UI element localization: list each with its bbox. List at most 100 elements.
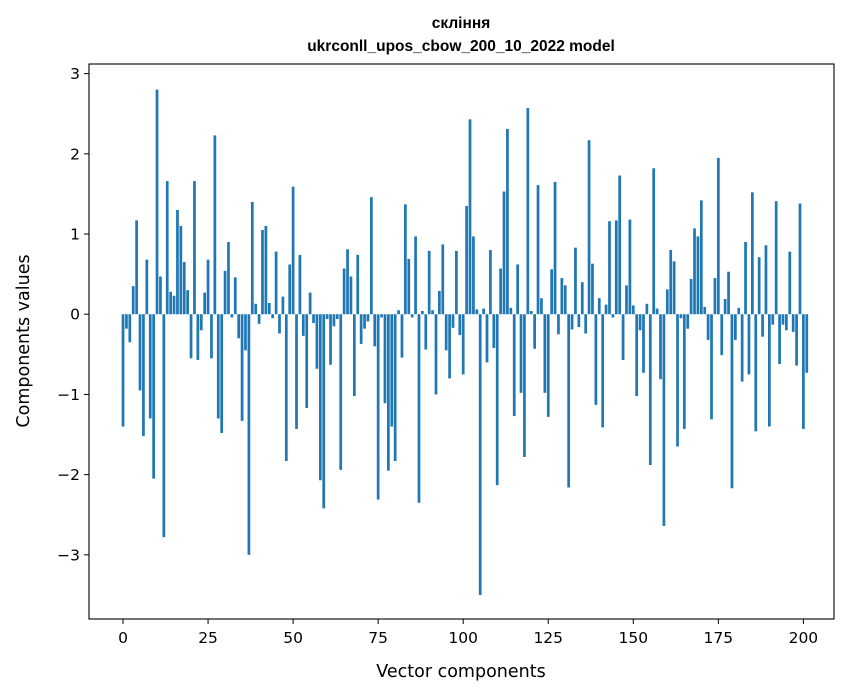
- bar-component-57: [315, 314, 319, 369]
- bar-component-182: [740, 314, 744, 382]
- bar-component-123: [540, 298, 543, 315]
- bar-component-184: [747, 314, 751, 375]
- bar-component-121: [533, 314, 536, 349]
- bar-component-103: [472, 236, 475, 315]
- bar-component-48: [284, 314, 288, 461]
- bar-component-130: [563, 285, 567, 315]
- bar-component-71: [363, 314, 366, 329]
- x-tick-label: 150: [618, 629, 648, 647]
- bar-component-55: [308, 292, 312, 315]
- bar-component-10: [155, 89, 159, 315]
- bar-component-177: [723, 298, 727, 315]
- bar-component-153: [642, 314, 645, 373]
- bar-component-37: [247, 314, 251, 555]
- bar-component-41: [261, 230, 264, 315]
- bar-component-176: [720, 314, 724, 356]
- bar-component-32: [230, 314, 234, 318]
- bar-component-132: [570, 314, 574, 330]
- x-tick-label: 75: [368, 629, 388, 647]
- bar-component-72: [366, 314, 370, 322]
- bar-component-142: [604, 304, 608, 315]
- axes-frame: [88, 63, 835, 620]
- bar-component-136: [584, 314, 588, 334]
- bar-component-192: [774, 201, 778, 315]
- bar-component-4: [135, 220, 138, 315]
- bar-component-154: [645, 303, 649, 315]
- y-tick-label: 0: [70, 306, 80, 324]
- bar-component-6: [142, 314, 145, 437]
- bar-component-195: [785, 314, 788, 331]
- bar-component-108: [489, 250, 492, 315]
- bar-component-29: [220, 314, 224, 433]
- bar-component-60: [325, 314, 329, 320]
- bar-component-94: [441, 244, 445, 315]
- bar-component-105: [478, 314, 482, 595]
- bar-component-129: [560, 278, 564, 315]
- bar-component-95: [444, 314, 448, 351]
- x-axis-ticks: 0 25 50 75 100 125 150 175 200: [118, 619, 818, 647]
- bar-component-99: [458, 314, 462, 336]
- bar-component-3: [131, 286, 135, 315]
- y-axis-label: Components values: [14, 254, 34, 427]
- bar-component-31: [227, 242, 230, 315]
- bar-component-7: [145, 259, 149, 315]
- bar-component-24: [203, 292, 207, 315]
- bar-component-30: [223, 270, 227, 315]
- bar-component-81: [397, 310, 400, 315]
- bar-component-115: [512, 314, 516, 417]
- y-tick-label: 2: [70, 145, 80, 163]
- bar-component-141: [601, 314, 605, 428]
- bar-component-90: [427, 250, 431, 315]
- chart-title-line2: ukrconll_upos_cbow_200_10_2022 model: [307, 38, 615, 55]
- bar-component-56: [312, 314, 315, 324]
- bar-component-17: [179, 226, 183, 315]
- bar-component-107: [485, 314, 489, 363]
- bar-component-97: [451, 314, 455, 328]
- bar-component-186: [754, 314, 758, 432]
- bar-component-133: [574, 247, 577, 315]
- bar-component-77: [383, 314, 387, 404]
- bar-component-106: [482, 308, 485, 315]
- bar-component-44: [271, 314, 275, 319]
- bar-component-67: [349, 276, 353, 315]
- bar-component-139: [594, 314, 598, 405]
- bar-component-140: [597, 298, 601, 315]
- y-tick-label: −2: [57, 466, 80, 484]
- bar-component-146: [618, 175, 622, 315]
- bar-component-52: [298, 254, 302, 315]
- bar-component-178: [727, 271, 730, 315]
- bar-component-149: [628, 219, 632, 315]
- bar-component-78: [387, 314, 390, 471]
- x-tick-label: 200: [789, 629, 819, 647]
- bar-component-15: [172, 295, 176, 315]
- bar-component-102: [468, 119, 472, 315]
- y-tick-label: −3: [57, 546, 80, 564]
- bar-component-18: [182, 262, 186, 315]
- bar-component-47: [281, 296, 285, 315]
- bar-component-54: [305, 314, 309, 409]
- bar-component-193: [778, 314, 781, 364]
- bar-component-63: [335, 314, 339, 320]
- bar-component-86: [414, 236, 417, 315]
- bar-component-117: [519, 314, 523, 393]
- bars-group: [121, 89, 809, 595]
- bar-component-170: [699, 200, 703, 315]
- bar-component-64: [339, 314, 343, 470]
- bar-component-135: [580, 282, 584, 315]
- bar-component-173: [710, 314, 713, 420]
- bar-component-11: [159, 276, 162, 315]
- x-tick-label: 50: [283, 629, 303, 647]
- bar-component-45: [274, 251, 278, 315]
- bar-component-188: [761, 314, 764, 337]
- bar-component-65: [342, 268, 346, 315]
- bar-component-127: [553, 181, 557, 315]
- bar-component-79: [390, 314, 394, 427]
- x-tick-label: 125: [533, 629, 563, 647]
- bar-component-92: [434, 314, 438, 395]
- bar-component-42: [264, 226, 268, 315]
- bar-component-40: [257, 314, 261, 324]
- bar-component-161: [669, 250, 673, 315]
- bar-component-169: [696, 236, 700, 315]
- bar-component-51: [295, 314, 298, 429]
